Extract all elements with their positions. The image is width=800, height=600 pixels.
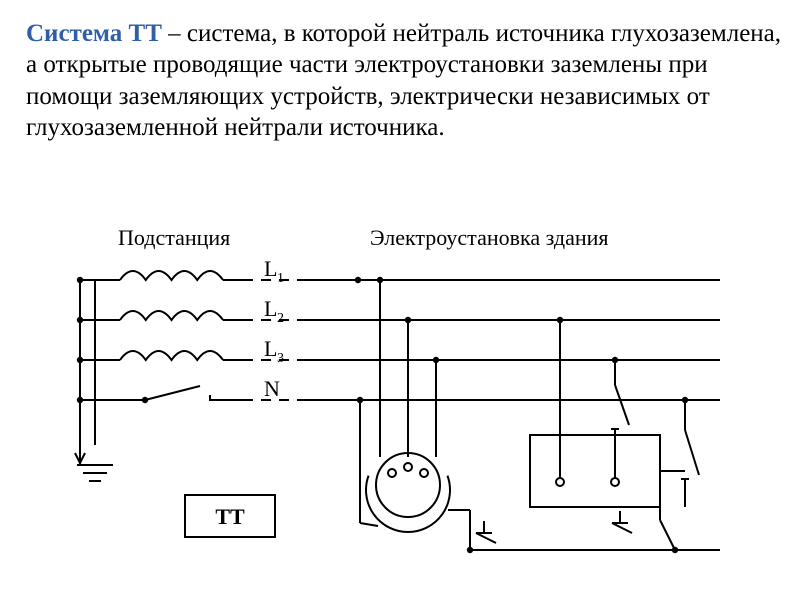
term: Система TT xyxy=(26,20,162,47)
substation-label: Подстанция xyxy=(118,225,230,250)
svg-text:2: 2 xyxy=(277,311,284,326)
svg-text:1: 1 xyxy=(277,271,284,286)
tt-system-diagram: ПодстанцияЭлектроустановка зданияL1L2L3N… xyxy=(60,210,740,590)
svg-text:TT: TT xyxy=(215,504,245,529)
svg-text:3: 3 xyxy=(277,351,284,366)
svg-text:L: L xyxy=(264,296,277,321)
description-text: Система TT – система, в которой нейтраль… xyxy=(26,18,782,143)
svg-text:L: L xyxy=(264,256,277,281)
svg-text:L: L xyxy=(264,336,277,361)
installation-label: Электроустановка здания xyxy=(370,225,609,250)
svg-text:N: N xyxy=(264,376,280,401)
